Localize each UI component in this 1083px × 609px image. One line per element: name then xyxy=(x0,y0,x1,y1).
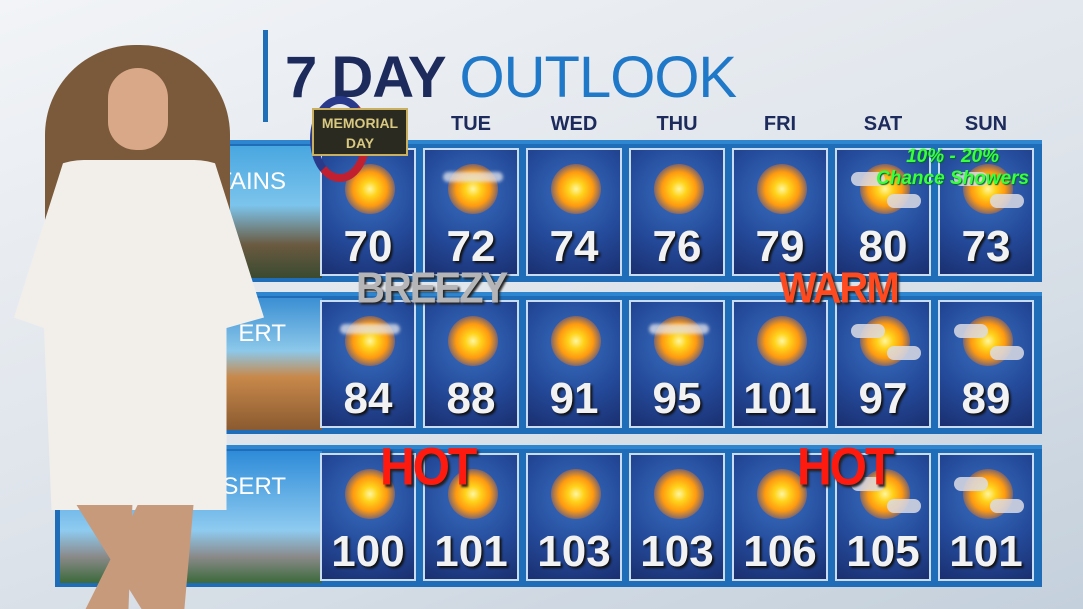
page-title: 7 DAY OUTLOOK xyxy=(285,44,738,111)
sun-icon xyxy=(757,469,807,519)
forecast-cell: 76 xyxy=(629,148,725,276)
title-bold: 7 DAY xyxy=(285,45,447,110)
sun-icon xyxy=(345,469,395,519)
temperature: 100 xyxy=(331,527,405,576)
forecast-cell: 105 xyxy=(835,453,931,581)
showers-note: 10% - 20% Chance Showers xyxy=(876,146,1029,190)
forecast-cell: 101 xyxy=(423,453,519,581)
day-header-thu: THU xyxy=(656,113,698,135)
forecast-cell: 103 xyxy=(526,453,622,581)
hot-label: HOT xyxy=(797,438,894,497)
sun-icon xyxy=(551,316,601,366)
sun-icon xyxy=(654,469,704,519)
cloud-icon xyxy=(954,477,988,491)
title-accent-bar xyxy=(263,30,268,122)
forecast-cell: 101 xyxy=(938,453,1034,581)
forecast-cell: 88 xyxy=(423,300,519,428)
forecast-cell: 72 xyxy=(423,148,519,276)
cloud-icon xyxy=(954,324,988,338)
presenter-dress xyxy=(14,160,264,510)
temperature: 74 xyxy=(549,222,599,271)
temperature: 89 xyxy=(961,374,1011,423)
temperature: 73 xyxy=(961,222,1011,271)
badge-line1: MEMORIAL xyxy=(321,115,399,131)
forecast-cell: 79 xyxy=(732,148,828,276)
forecast-cell: 80 xyxy=(835,148,931,276)
cloud-icon xyxy=(990,194,1024,208)
cloud-icon xyxy=(990,499,1024,513)
forecast-cell: 74 xyxy=(526,148,622,276)
forecast-cell: 89 xyxy=(938,300,1034,428)
sun-icon xyxy=(448,469,498,519)
badge-line2: DAY xyxy=(345,135,375,151)
showers-percent: 10% - 20% xyxy=(906,146,1000,167)
cloud-icon xyxy=(887,194,921,208)
forecast-cell: 84 xyxy=(320,300,416,428)
temperature: 84 xyxy=(343,374,393,423)
day-header-sat: SAT xyxy=(863,113,903,135)
sun-icon xyxy=(551,164,601,214)
forecast-cell: 101 xyxy=(732,300,828,428)
forecast-cell: 73 xyxy=(938,148,1034,276)
day-header-tue: TUE xyxy=(451,113,491,135)
forecast-cell: 95 xyxy=(629,300,725,428)
temperature: 70 xyxy=(343,222,393,271)
temperature: 88 xyxy=(446,374,496,423)
haze-cloud-icon xyxy=(443,172,503,182)
cloud-icon xyxy=(851,477,885,491)
sun-icon xyxy=(551,469,601,519)
region-label: ERT xyxy=(238,320,286,347)
temperature: 79 xyxy=(755,222,805,271)
temperature: 97 xyxy=(858,374,908,423)
sun-icon xyxy=(448,316,498,366)
cloud-icon xyxy=(887,499,921,513)
showers-text: Chance Showers xyxy=(876,168,1030,189)
region-label: SERT xyxy=(222,473,286,500)
cloud-icon xyxy=(851,324,885,338)
forecast-cell: 91 xyxy=(526,300,622,428)
sun-icon xyxy=(757,316,807,366)
temperature: 80 xyxy=(858,222,908,271)
presenter-face xyxy=(108,68,168,150)
temperature: 103 xyxy=(640,527,714,576)
cloud-icon xyxy=(887,346,921,360)
hot-label: HOT xyxy=(380,438,477,497)
title-light: OUTLOOK xyxy=(459,45,738,110)
temperature: 72 xyxy=(446,222,496,271)
day-header-wed: WED xyxy=(550,113,598,135)
sun-icon xyxy=(757,164,807,214)
forecast-cell: 100 xyxy=(320,453,416,581)
temperature: 106 xyxy=(743,527,817,576)
temperature: 101 xyxy=(949,527,1023,576)
temperature: 105 xyxy=(846,527,920,576)
sun-icon xyxy=(654,164,704,214)
temperature: 103 xyxy=(537,527,611,576)
cloud-icon xyxy=(851,172,885,186)
temperature: 76 xyxy=(652,222,702,271)
forecast-cell: 103 xyxy=(629,453,725,581)
warm-label: WARM xyxy=(779,263,900,313)
day-header-fri: FRI xyxy=(763,113,797,135)
cloud-icon xyxy=(990,346,1024,360)
haze-cloud-icon xyxy=(649,324,709,334)
cloud-icon xyxy=(954,172,988,186)
temperature: 95 xyxy=(652,374,702,423)
memorial-day-badge: MEMORIAL DAY xyxy=(312,108,408,156)
temperature: 101 xyxy=(743,374,817,423)
day-header-sun: SUN xyxy=(964,113,1008,135)
temperature: 91 xyxy=(549,374,599,423)
haze-cloud-icon xyxy=(340,324,400,334)
forecast-cell: 106 xyxy=(732,453,828,581)
forecast-cell: 97 xyxy=(835,300,931,428)
temperature: 101 xyxy=(434,527,508,576)
breezy-label: BREEZY xyxy=(356,263,508,313)
